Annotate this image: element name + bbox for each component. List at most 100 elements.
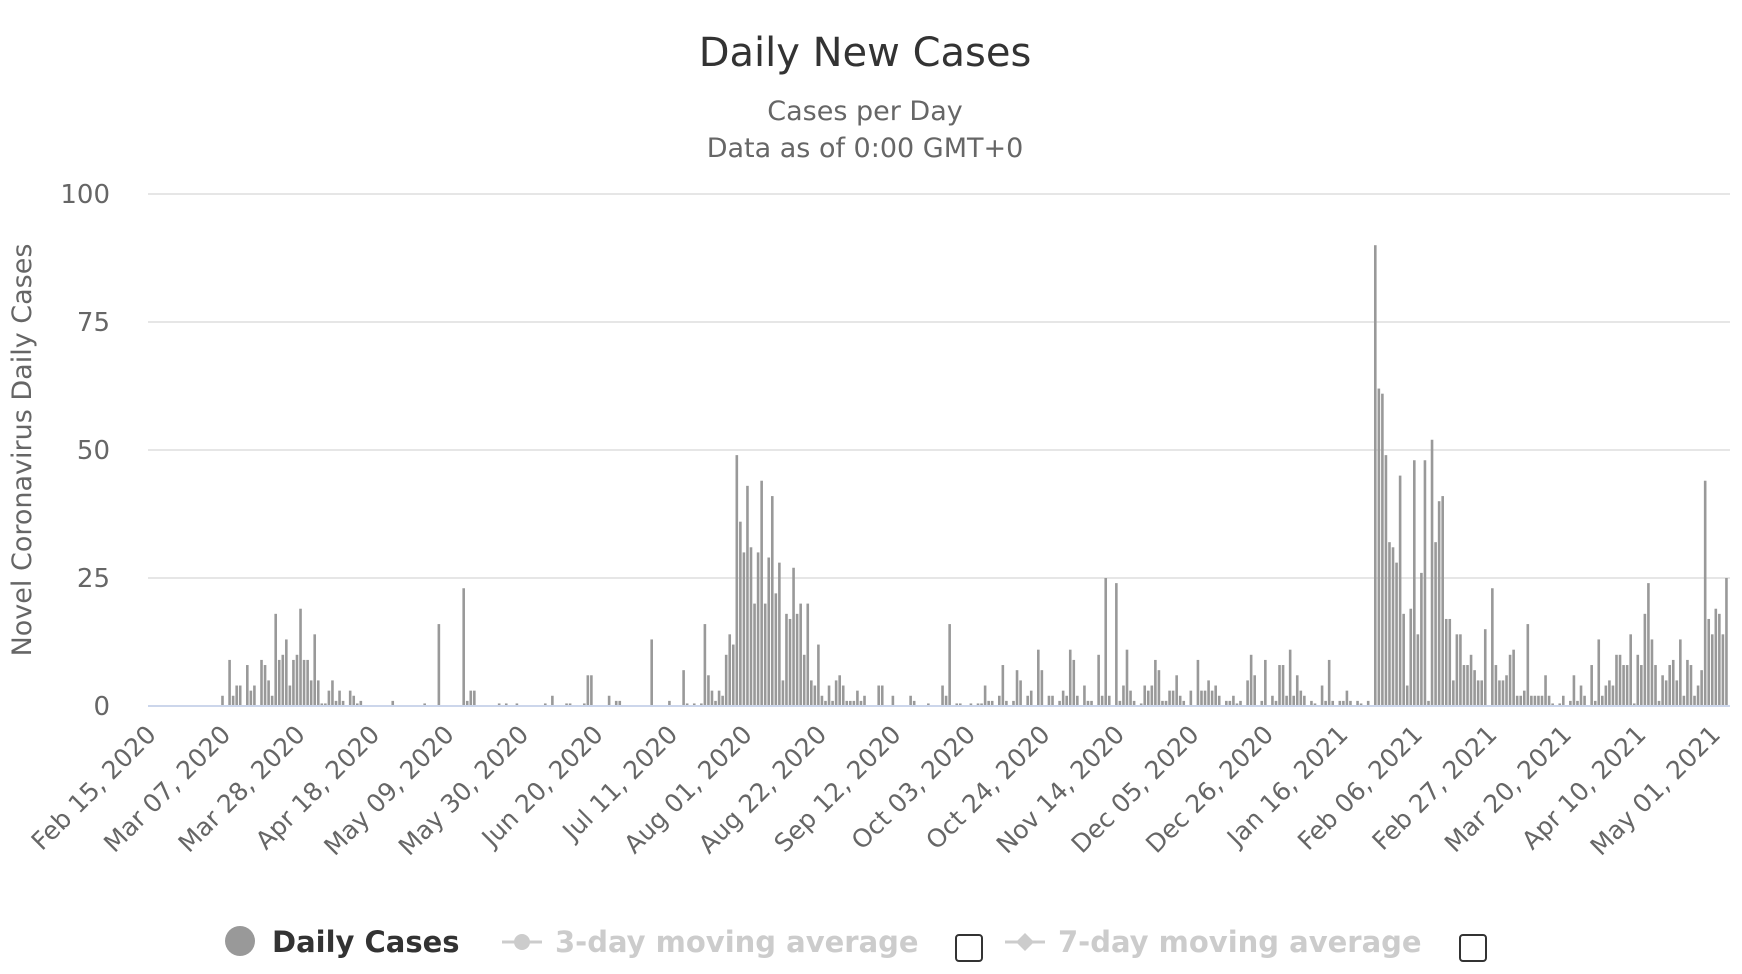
bar[interactable] [1264, 659, 1267, 706]
bar[interactable] [320, 703, 324, 706]
bar[interactable] [1171, 690, 1175, 706]
bar[interactable] [1696, 685, 1700, 706]
bar[interactable] [1455, 634, 1459, 706]
bar[interactable] [1164, 700, 1168, 706]
bar[interactable] [1473, 670, 1476, 706]
bar[interactable] [1423, 460, 1427, 706]
bar[interactable] [246, 665, 249, 706]
bar[interactable] [221, 695, 224, 706]
bar[interactable] [944, 695, 948, 706]
bar[interactable] [1459, 634, 1462, 706]
bar[interactable] [618, 700, 622, 706]
bar[interactable] [497, 703, 501, 706]
bar[interactable] [253, 685, 256, 706]
bar[interactable] [281, 654, 285, 706]
bar[interactable] [1498, 680, 1501, 706]
bar[interactable] [1061, 690, 1065, 706]
bar[interactable] [267, 680, 270, 706]
bar[interactable] [1540, 695, 1544, 706]
bar[interactable] [838, 675, 841, 706]
bar[interactable] [813, 685, 817, 706]
bar[interactable] [1200, 690, 1203, 706]
bar[interactable] [1324, 700, 1327, 706]
bar[interactable] [277, 659, 281, 706]
bar[interactable] [799, 603, 802, 706]
bar[interactable] [1217, 695, 1221, 706]
bar[interactable] [1196, 659, 1200, 706]
bar[interactable] [1608, 680, 1611, 706]
bar[interactable] [948, 624, 951, 706]
bar[interactable] [551, 695, 554, 706]
bar[interactable] [1384, 455, 1388, 706]
bar[interactable] [1395, 562, 1398, 706]
bar[interactable] [324, 703, 327, 706]
bar[interactable] [1225, 700, 1228, 706]
bar[interactable] [607, 695, 611, 706]
bar[interactable] [724, 654, 728, 706]
bar[interactable] [739, 521, 742, 706]
bar[interactable] [1118, 700, 1122, 706]
bar[interactable] [927, 703, 930, 706]
bar[interactable] [1679, 639, 1682, 706]
bar[interactable] [1625, 665, 1629, 706]
bar[interactable] [1643, 613, 1647, 706]
bar[interactable] [767, 557, 771, 706]
bar[interactable] [1505, 675, 1508, 706]
bar[interactable] [778, 562, 781, 706]
bar[interactable] [1391, 547, 1395, 706]
bar[interactable] [1590, 665, 1593, 706]
bar[interactable] [352, 695, 356, 706]
bar[interactable] [1480, 680, 1484, 706]
bar[interactable] [1597, 639, 1601, 706]
bar[interactable] [1576, 700, 1579, 706]
bar[interactable] [334, 700, 338, 706]
bar[interactable] [990, 700, 994, 706]
bar[interactable] [1469, 654, 1473, 706]
bar[interactable] [700, 703, 703, 706]
bar[interactable] [1437, 501, 1441, 706]
bar[interactable] [831, 700, 834, 706]
bar[interactable] [731, 644, 735, 706]
bar[interactable] [306, 659, 309, 706]
bar[interactable] [1072, 659, 1076, 706]
bar[interactable] [788, 618, 792, 706]
bar[interactable] [1547, 695, 1551, 706]
bar[interactable] [1122, 685, 1125, 706]
bar[interactable] [1420, 572, 1423, 706]
bar[interactable] [1448, 618, 1452, 706]
bar[interactable] [841, 685, 845, 706]
bar[interactable] [792, 567, 795, 706]
bar[interactable] [1129, 690, 1132, 706]
bar[interactable] [781, 680, 785, 706]
bar[interactable] [331, 680, 334, 706]
bar[interactable] [760, 480, 763, 706]
bar[interactable] [1647, 583, 1650, 706]
bar[interactable] [987, 700, 990, 706]
bar[interactable] [1331, 700, 1335, 706]
bar[interactable] [845, 700, 849, 706]
bar[interactable] [859, 700, 863, 706]
bar[interactable] [1313, 703, 1317, 706]
bar[interactable] [1526, 624, 1530, 706]
bar[interactable] [1100, 695, 1104, 706]
bar[interactable] [1629, 634, 1632, 706]
bar[interactable] [1058, 700, 1061, 706]
bar[interactable] [1359, 703, 1363, 706]
bar[interactable] [1274, 700, 1278, 706]
bar[interactable] [1466, 665, 1469, 706]
bar[interactable] [473, 690, 476, 706]
bar[interactable] [263, 665, 267, 706]
bar[interactable] [834, 680, 838, 706]
bar[interactable] [1441, 496, 1444, 706]
bar[interactable] [309, 680, 313, 706]
bar[interactable] [1388, 542, 1391, 706]
bar[interactable] [1239, 700, 1242, 706]
bar[interactable] [1579, 685, 1583, 706]
bar[interactable] [877, 685, 880, 706]
bar[interactable] [806, 603, 810, 706]
bar[interactable] [1434, 542, 1437, 706]
bar[interactable] [1178, 695, 1182, 706]
bar[interactable] [235, 685, 238, 706]
bar[interactable] [238, 685, 242, 706]
bar[interactable] [1157, 670, 1161, 706]
